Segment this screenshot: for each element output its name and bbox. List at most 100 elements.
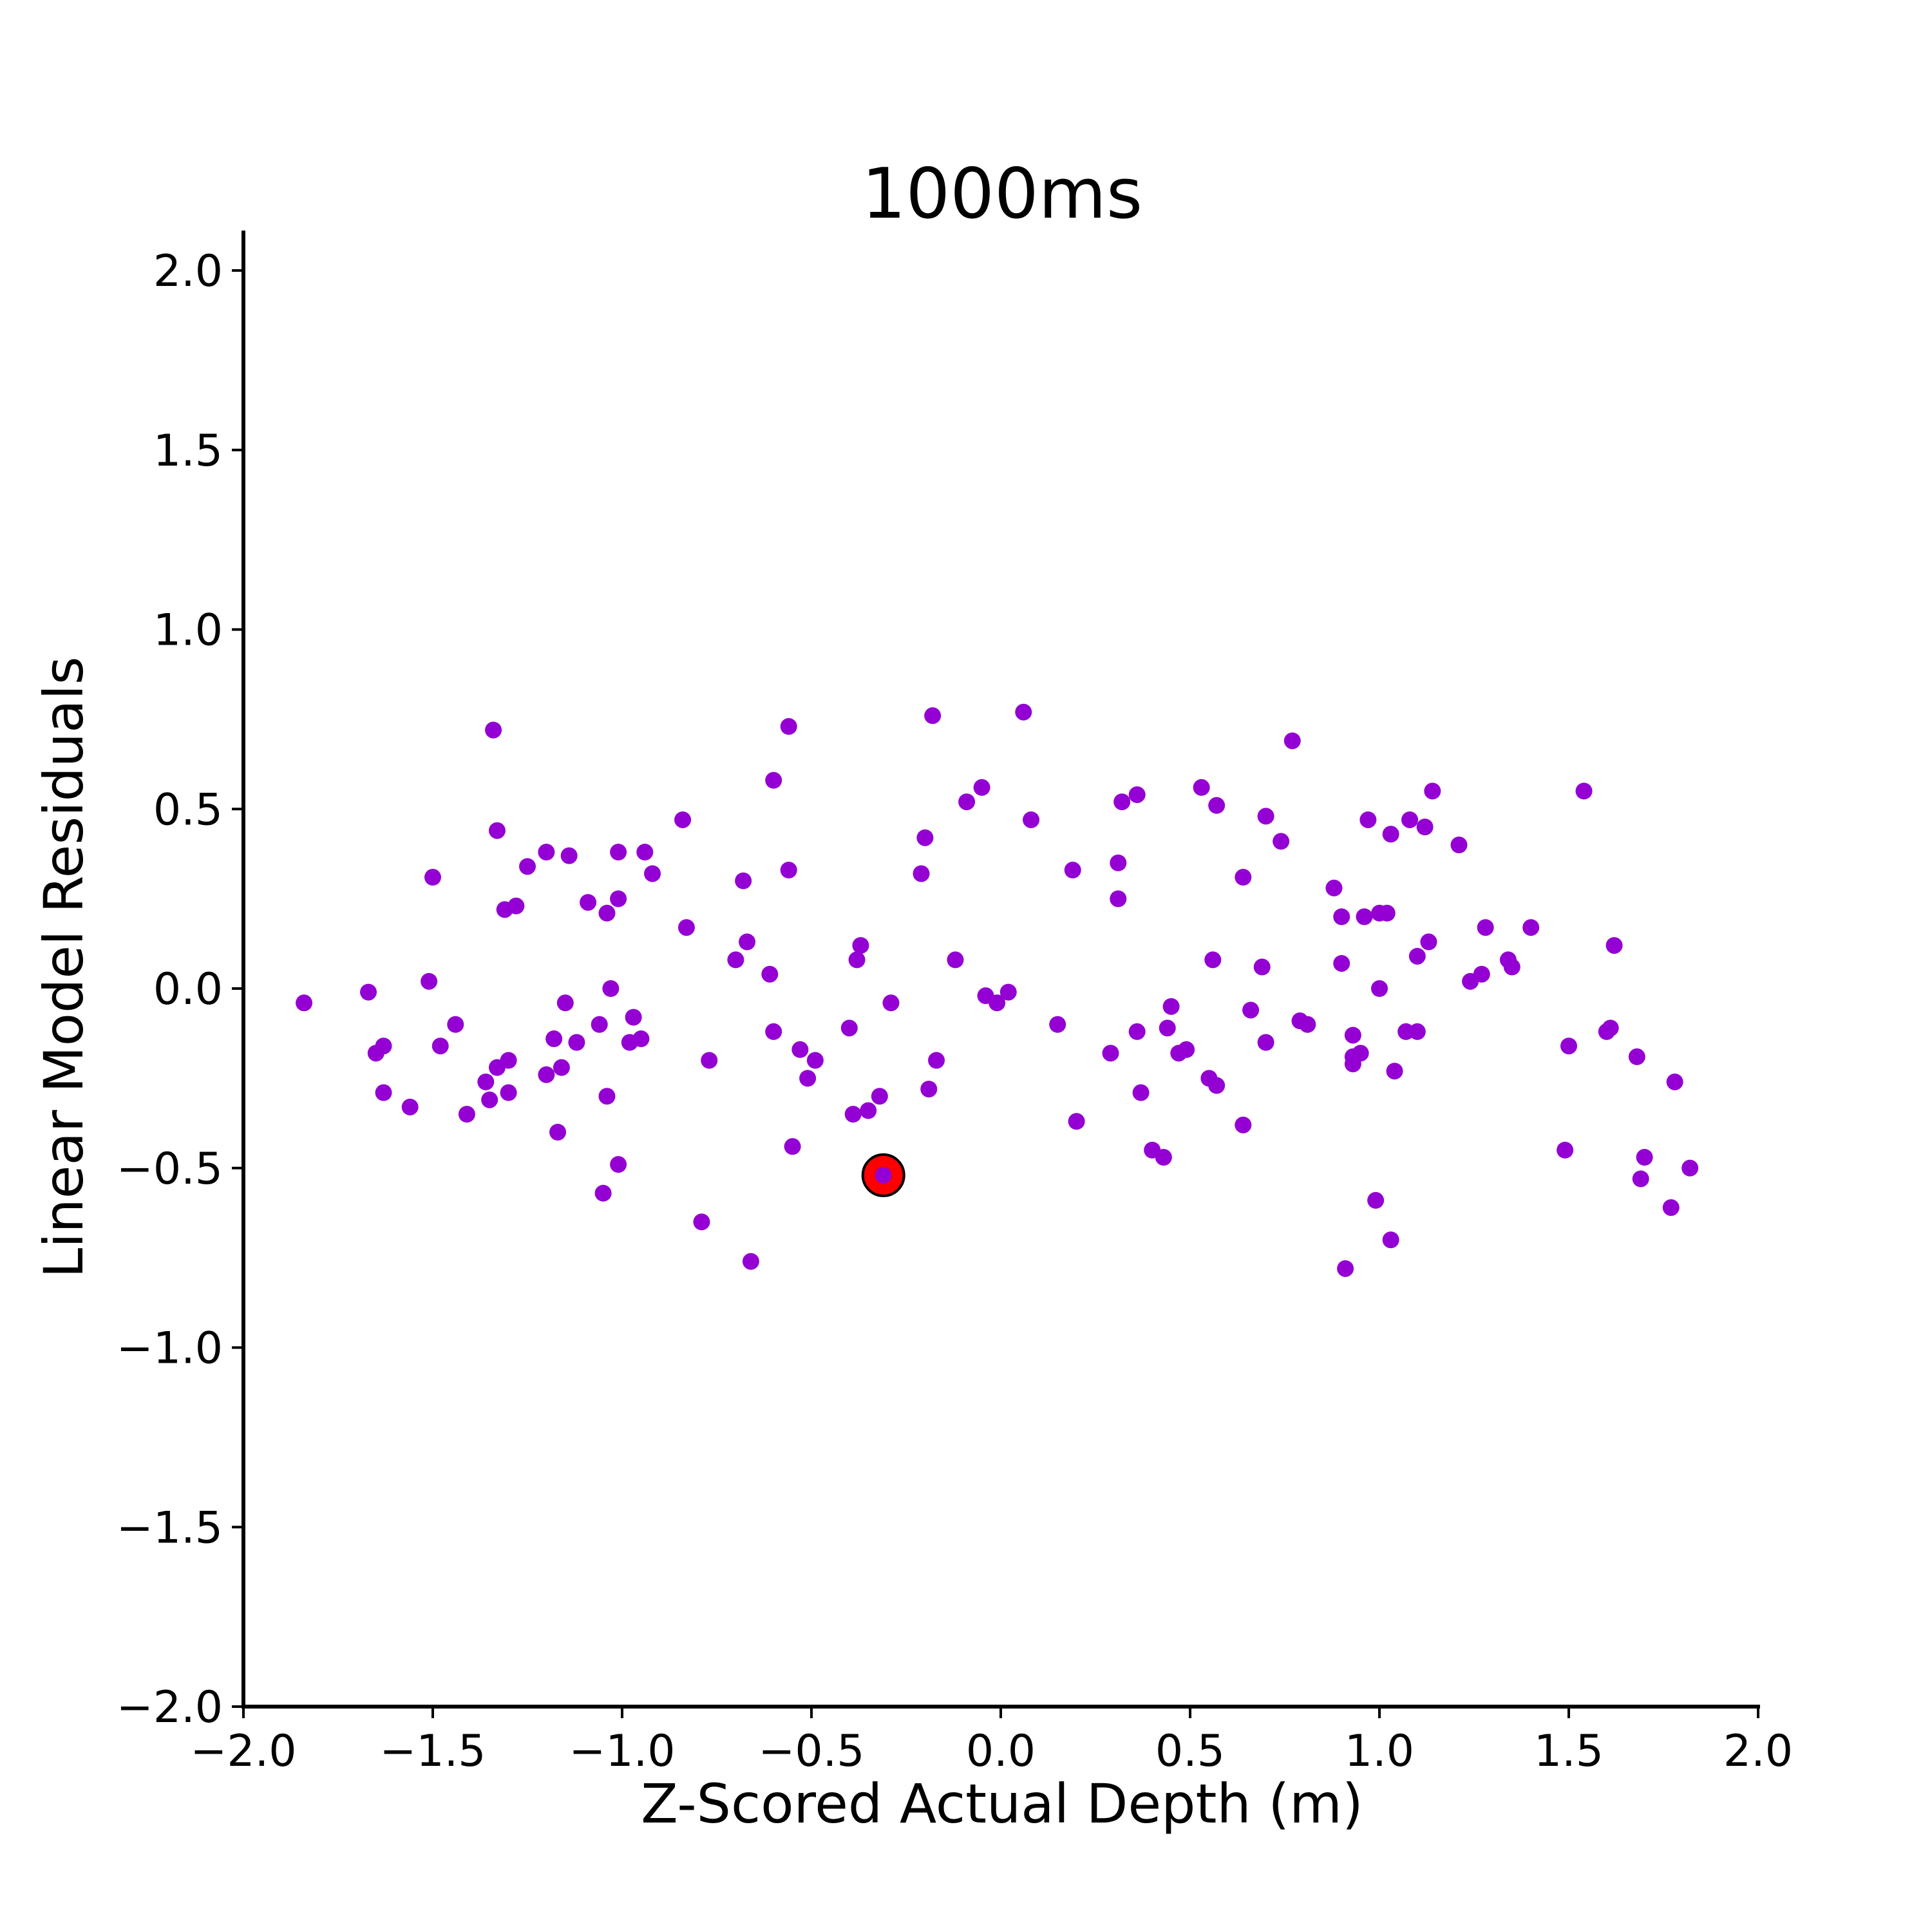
scatter-point xyxy=(421,972,438,990)
scatter-point xyxy=(1333,908,1350,925)
scatter-point xyxy=(848,951,866,969)
scatter-point xyxy=(375,1084,392,1101)
scatter-point xyxy=(1325,879,1343,896)
scatter-point xyxy=(735,872,752,889)
scatter-point xyxy=(1253,958,1271,976)
scatter-point xyxy=(1359,811,1377,828)
scatter-point xyxy=(424,869,441,886)
scatter-point xyxy=(1159,1019,1176,1037)
scatter-point xyxy=(538,844,555,861)
scatter-point xyxy=(765,772,782,789)
scatter-point xyxy=(1367,1191,1385,1209)
scatter-point xyxy=(1235,1116,1252,1133)
scatter-point xyxy=(1102,1045,1119,1062)
scatter-point xyxy=(431,1037,449,1055)
scatter-point xyxy=(852,937,869,954)
scatter-point xyxy=(610,890,627,907)
scatter-point xyxy=(784,1138,801,1155)
scatter-point xyxy=(989,994,1006,1012)
scatter-point xyxy=(1128,1023,1146,1040)
scatter-point xyxy=(610,1156,627,1173)
x-tick-label: 0.0 xyxy=(966,1726,1036,1777)
scatter-point xyxy=(568,1034,585,1051)
scatter-point xyxy=(1208,1077,1226,1094)
scatter-point xyxy=(556,994,574,1012)
scatter-point xyxy=(677,919,695,936)
scatter-point xyxy=(1235,869,1252,886)
scatter-point xyxy=(806,1052,824,1069)
scatter-point xyxy=(519,858,536,875)
scatter-point xyxy=(401,1098,419,1115)
scatter-point xyxy=(636,844,654,861)
scatter-point xyxy=(481,1091,498,1108)
scatter-point xyxy=(375,1037,392,1055)
scatter-point xyxy=(1382,826,1399,843)
scatter-point xyxy=(1632,1170,1649,1188)
scatter-point xyxy=(1557,1141,1574,1159)
y-tick-label: −1.5 xyxy=(117,1502,223,1553)
scatter-point xyxy=(1636,1149,1653,1166)
scatter-point xyxy=(1666,1073,1683,1090)
scatter-point xyxy=(1662,1199,1680,1217)
x-tick-label: −1.0 xyxy=(569,1726,675,1777)
scatter-point xyxy=(840,1019,858,1037)
scatter-point xyxy=(1204,951,1222,969)
scatter-point xyxy=(780,718,797,735)
scatter-point xyxy=(1408,1023,1426,1040)
scatter-point xyxy=(500,1052,517,1069)
scatter-point xyxy=(538,1066,555,1083)
scatter-point xyxy=(625,1009,642,1026)
x-tick-label: −2.0 xyxy=(190,1726,296,1777)
scatter-point xyxy=(632,1030,650,1048)
scatter-point xyxy=(739,933,756,951)
scatter-point xyxy=(1283,732,1301,750)
scatter-point xyxy=(761,965,779,983)
scatter-point xyxy=(1628,1048,1645,1065)
scatter-point xyxy=(488,822,506,839)
scatter-point xyxy=(958,793,976,811)
scatter-point xyxy=(360,983,377,1001)
scatter-point xyxy=(1681,1159,1699,1177)
scatter-point xyxy=(973,779,990,796)
scatter-point xyxy=(500,1084,517,1101)
scatter-point xyxy=(791,1041,809,1058)
scatter-point xyxy=(549,1124,567,1141)
scatter-point xyxy=(1602,1019,1619,1037)
scatter-point xyxy=(780,862,797,879)
scatter-point xyxy=(1015,703,1032,721)
scatter-point xyxy=(580,894,597,911)
scatter-point xyxy=(591,1016,608,1033)
scatter-point xyxy=(594,1184,612,1202)
y-tick-label: −0.5 xyxy=(117,1144,223,1195)
scatter-point xyxy=(860,1102,877,1119)
scatter-point xyxy=(477,1073,495,1090)
scatter-point xyxy=(727,951,744,969)
x-tick-label: −1.5 xyxy=(379,1726,486,1777)
scatter-point xyxy=(1560,1037,1577,1055)
scatter-point xyxy=(1382,1231,1399,1249)
scatter-point xyxy=(1344,1027,1361,1044)
scatter-point xyxy=(1257,808,1274,825)
scatter-point xyxy=(693,1213,710,1231)
y-tick-label: 1.5 xyxy=(153,426,223,477)
scatter-point xyxy=(1605,937,1623,954)
scatter-point xyxy=(1178,1041,1195,1058)
scatter-point xyxy=(1068,1113,1085,1130)
scatter-point xyxy=(844,1106,862,1123)
highlight-layer xyxy=(861,1153,905,1197)
scatter-point xyxy=(598,1088,616,1105)
scatter-point xyxy=(882,994,900,1012)
scatter-point xyxy=(1420,933,1437,951)
scatter-point xyxy=(1416,819,1434,836)
scatter-point xyxy=(1333,954,1350,972)
scatter-point xyxy=(1477,919,1494,936)
y-tick-label: 0.5 xyxy=(153,784,223,835)
y-tick-label: −2.0 xyxy=(117,1682,223,1733)
highlighted-point-center xyxy=(875,1166,892,1184)
scatter-point xyxy=(1378,904,1396,922)
scatter-point xyxy=(1242,1001,1260,1019)
scatter-point xyxy=(1450,837,1468,853)
scatter-point xyxy=(485,721,502,739)
